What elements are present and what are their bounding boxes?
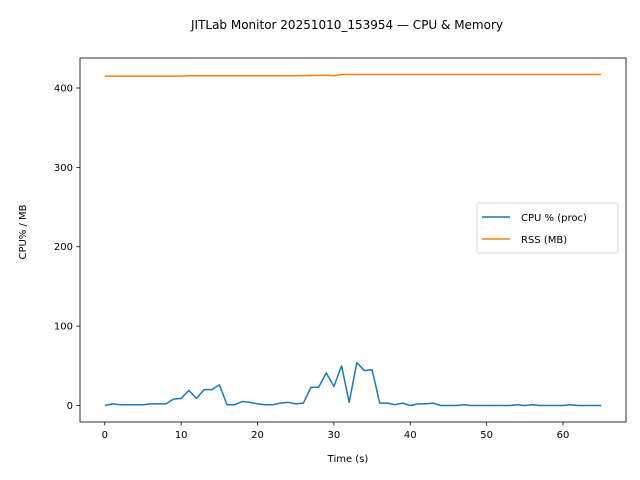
x-tick-label: 20 (251, 430, 264, 441)
x-tick-label: 0 (102, 430, 108, 441)
x-tick-label: 30 (328, 430, 341, 441)
legend-label-rss: RSS (MB) (521, 235, 567, 246)
x-tick-label: 60 (557, 430, 570, 441)
x-axis-label: Time (s) (327, 454, 369, 465)
y-tick-label: 400 (54, 84, 73, 95)
chart-title: JITLab Monitor 20251010_153954 — CPU & M… (190, 18, 503, 32)
series-line-cpu (104, 361, 602, 407)
x-axis-ticks: 0 10 20 30 40 50 60 (102, 422, 570, 441)
y-tick-label: 300 (54, 163, 73, 174)
series-line-rss (104, 73, 602, 77)
plot-lines (104, 73, 602, 407)
y-axis-label: CPU% / MB (18, 204, 29, 259)
y-axis-ticks: 0 100 200 300 400 (54, 84, 80, 412)
legend-label-cpu: CPU % (proc) (521, 213, 587, 224)
legend-box (476, 202, 619, 254)
y-tick-label: 100 (54, 322, 73, 333)
x-tick-label: 10 (175, 430, 188, 441)
x-tick-label: 40 (404, 430, 417, 441)
plot-frame (79, 57, 627, 423)
y-tick-label: 200 (54, 242, 73, 253)
y-tick-label: 0 (67, 401, 73, 412)
legend: CPU % (proc) RSS (MB) (476, 202, 619, 254)
x-tick-label: 50 (480, 430, 493, 441)
